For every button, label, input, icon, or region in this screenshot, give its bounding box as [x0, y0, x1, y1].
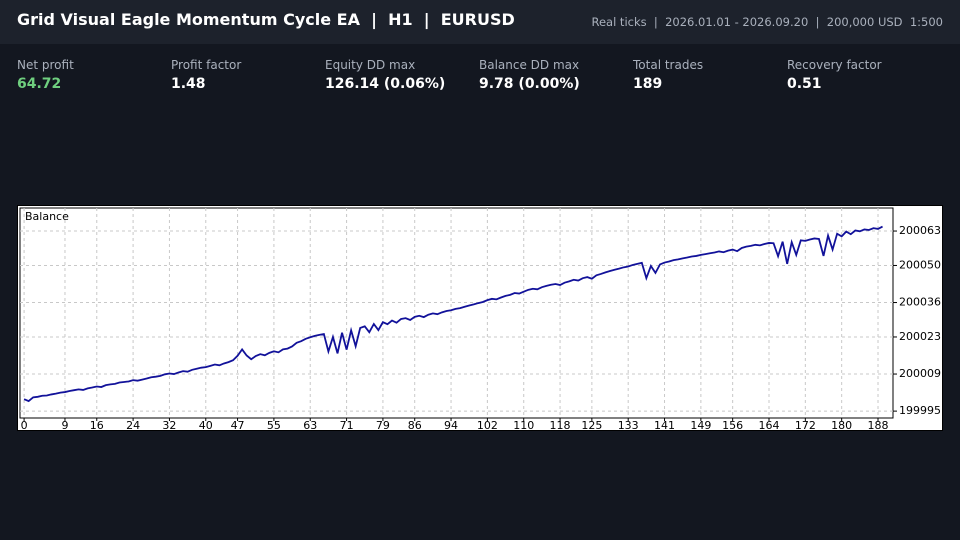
x-tick-label: 0	[21, 419, 28, 431]
x-tick-label: 16	[90, 419, 104, 431]
x-tick-label: 141	[654, 419, 675, 431]
y-tick-label: 200050	[899, 258, 941, 271]
stat-value: 0.51	[787, 76, 822, 92]
x-tick-label: 86	[408, 419, 422, 431]
x-tick-label: 164	[758, 419, 779, 431]
x-tick-label: 110	[513, 419, 534, 431]
x-tick-label: 32	[162, 419, 176, 431]
x-tick-label: 40	[199, 419, 213, 431]
x-tick-label: 149	[690, 419, 711, 431]
title: Grid Visual Eagle Momentum Cycle EA | H1…	[17, 10, 515, 29]
stat-label: Profit factor	[171, 58, 242, 72]
x-tick-label: 180	[831, 419, 852, 431]
y-tick-label: 200036	[899, 296, 941, 309]
stat: Balance DD max 9.78 (0.00%)	[479, 58, 629, 92]
stat: Profit factor 1.48	[171, 58, 321, 92]
stat-value: 64.72	[17, 76, 62, 92]
chart: 199995 200009 200023 200036 200050 200063 0 9 16…	[17, 205, 943, 431]
stat-label: Net profit	[17, 58, 74, 72]
legend: Balance	[25, 210, 69, 223]
stat-value: 189	[633, 76, 663, 92]
y-tick-label: 199995	[899, 404, 941, 417]
x-tick-label: 9	[61, 419, 68, 431]
x-tick-label: 63	[303, 419, 317, 431]
x-tick-label: 118	[550, 419, 571, 431]
x-tick-label: 156	[722, 419, 743, 431]
y-tick-label: 200023	[899, 330, 941, 343]
stat: Net profit 64.72	[17, 58, 167, 92]
x-tick-label: 172	[795, 419, 816, 431]
stat: Total trades 189	[633, 58, 783, 92]
header: Grid Visual Eagle Momentum Cycle EA | H1…	[0, 0, 960, 44]
x-tick-label: 125	[581, 419, 602, 431]
stat-label: Total trades	[633, 58, 704, 72]
x-tick-label: 47	[231, 419, 245, 431]
y-tick-label: 200009	[899, 367, 941, 380]
stat: Equity DD max 126.14 (0.06%)	[325, 58, 475, 92]
x-tick-label: 55	[267, 419, 281, 431]
stat: Recovery factor 0.51	[787, 58, 937, 92]
stat-label: Recovery factor	[787, 58, 882, 72]
x-tick-label: 79	[376, 419, 390, 431]
test-info: Real ticks | 2026.01.01 - 2026.09.20 | 2…	[591, 15, 943, 29]
x-tick-label: 24	[126, 419, 140, 431]
stat-value: 126.14 (0.06%)	[325, 76, 446, 92]
x-tick-label: 102	[477, 419, 498, 431]
x-tick-label: 188	[868, 419, 889, 431]
stat-value: 9.78 (0.00%)	[479, 76, 580, 92]
chart-border	[17, 205, 943, 431]
stat-label: Balance DD max	[479, 58, 580, 72]
stat-value: 1.48	[171, 76, 206, 92]
plot-frame	[19, 207, 894, 419]
x-tick-label: 71	[340, 419, 354, 431]
balance-line	[23, 225, 883, 403]
y-tick-label: 200063	[899, 224, 941, 237]
stat-label: Equity DD max	[325, 58, 416, 72]
x-tick-label: 133	[618, 419, 639, 431]
x-tick-label: 94	[444, 419, 458, 431]
